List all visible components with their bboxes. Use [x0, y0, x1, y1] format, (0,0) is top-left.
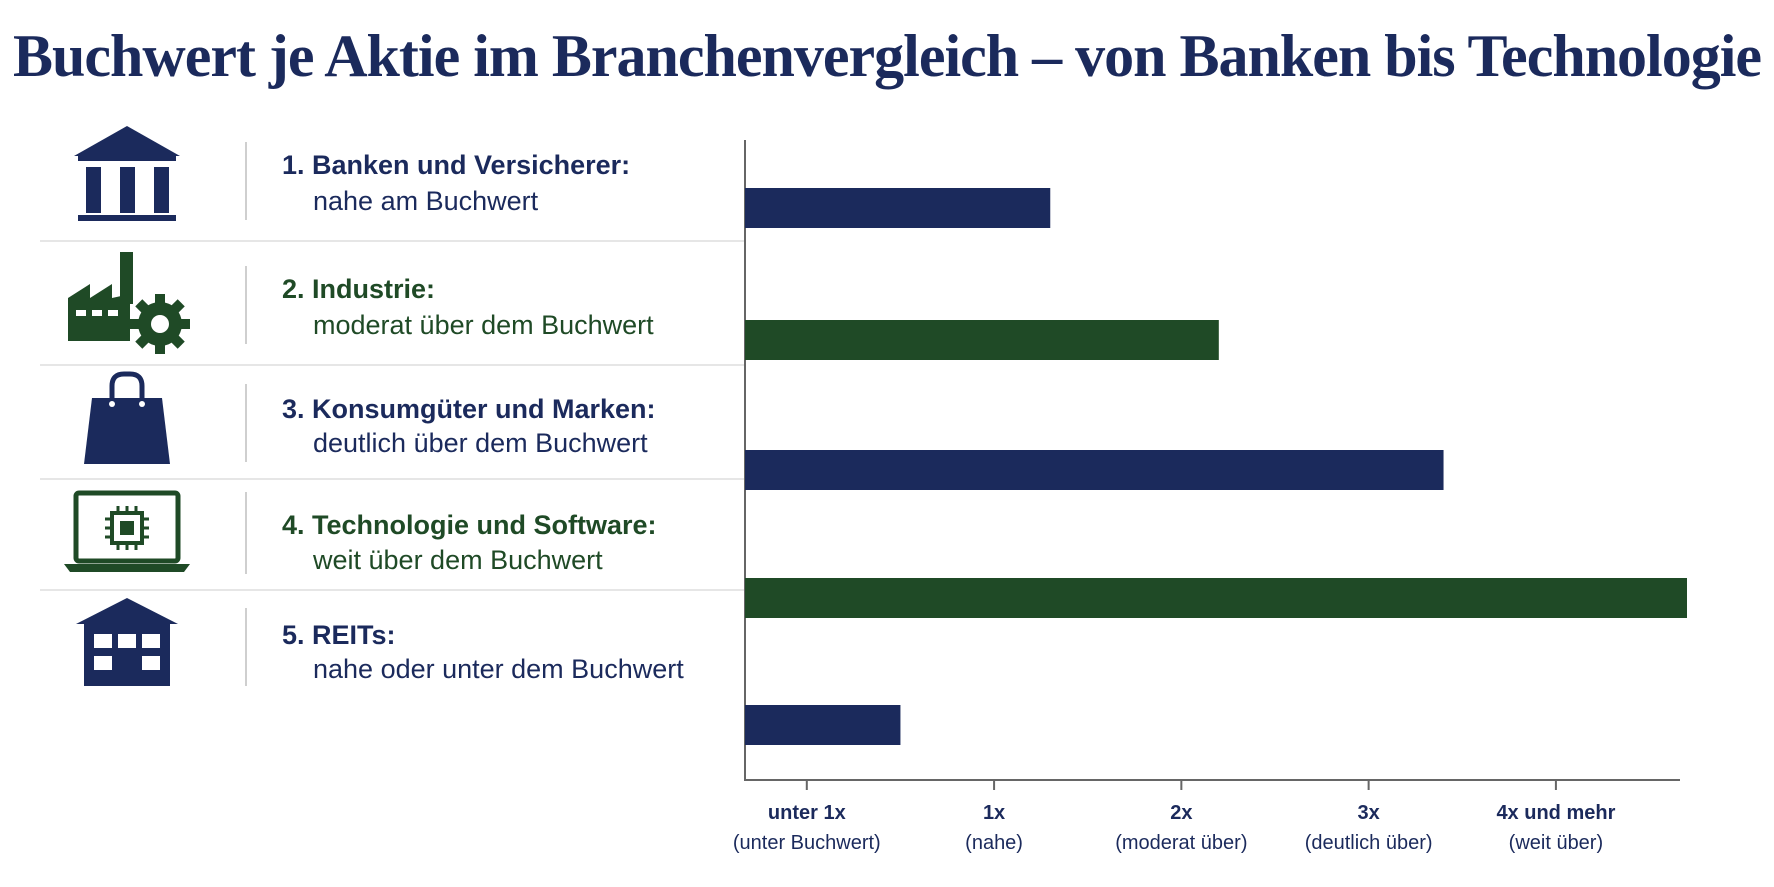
bank-icon [62, 122, 192, 262]
x-tick-label: 1x [983, 802, 1005, 824]
category-row-banks: 1. Banken und Versicherer: nahe am Buchw… [40, 122, 740, 262]
category-row-industry: 2. Industrie: moderat über dem Buchwert [40, 246, 740, 386]
x-tick-sublabel: (unter Buchwert) [733, 832, 881, 854]
row-divider [245, 384, 247, 462]
row-separator [40, 240, 744, 242]
row-separator [40, 364, 744, 366]
category-row-consumer: 3. Konsumgüter und Marken: deutlich über… [40, 370, 740, 510]
row-subtitle: nahe am Buchwert [313, 186, 539, 216]
row-subtitle: weit über dem Buchwert [313, 545, 603, 575]
factory-gear-icon [62, 246, 192, 386]
x-tick-label: unter 1x [768, 802, 846, 824]
row-divider [245, 492, 247, 574]
x-tick-label: 2x [1170, 802, 1192, 824]
row-subtitle: nahe oder unter dem Buchwert [313, 654, 684, 684]
bar-3 [745, 450, 1444, 490]
page-title: Buchwert je Aktie im Branchenvergleich –… [12, 23, 1762, 89]
x-tick-label: 4x und mehr [1496, 802, 1615, 824]
row-heading: 4. Technologie und Software: [282, 510, 657, 540]
x-tick-sublabel: (moderat über) [1115, 832, 1247, 854]
row-separator [40, 589, 744, 591]
laptop-chip-icon [62, 490, 192, 630]
x-tick-sublabel: (deutlich über) [1305, 832, 1433, 854]
bar-1 [745, 188, 1051, 228]
building-icon [62, 596, 192, 736]
x-tick-sublabel: (weit über) [1509, 832, 1603, 854]
category-row-technology: 4. Technologie und Software: weit über d… [40, 490, 740, 630]
row-heading: 5. REITs: [282, 620, 396, 650]
x-tick-label: 3x [1358, 802, 1380, 824]
row-divider [245, 142, 247, 220]
row-subtitle: moderat über dem Buchwert [313, 310, 654, 340]
bar-5 [745, 705, 901, 745]
row-divider [245, 608, 247, 686]
bar-4 [745, 578, 1687, 618]
shopping-bag-icon [62, 370, 192, 510]
row-heading: 3. Konsumgüter und Marken: [282, 394, 656, 424]
row-divider [245, 266, 247, 344]
row-heading: 2. Industrie: [282, 274, 436, 304]
row-subtitle: deutlich über dem Buchwert [313, 428, 648, 458]
category-row-reits: 5. REITs: nahe oder unter dem Buchwert [40, 596, 740, 736]
row-separator [40, 478, 744, 480]
bar-2 [745, 320, 1219, 360]
x-tick-sublabel: (nahe) [965, 832, 1023, 854]
row-heading: 1. Banken und Versicherer: [282, 150, 631, 180]
